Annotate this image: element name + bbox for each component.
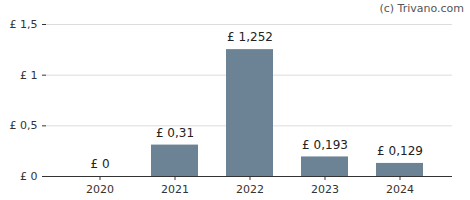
svg-text:£ 0: £ 0 [20,170,38,183]
svg-text:£ 0,193: £ 0,193 [302,138,348,152]
svg-text:2023: 2023 [311,183,339,196]
svg-text:£ 0,129: £ 0,129 [377,144,423,158]
svg-text:2021: 2021 [161,183,189,196]
svg-text:£ 0,31: £ 0,31 [156,126,194,140]
svg-text:2024: 2024 [386,183,414,196]
svg-text:2020: 2020 [86,183,114,196]
svg-text:£ 1: £ 1 [20,69,38,82]
svg-text:£ 0: £ 0 [90,157,109,171]
svg-text:£ 1,252: £ 1,252 [227,30,273,44]
svg-text:2022: 2022 [236,183,264,196]
svg-text:£ 0,5: £ 0,5 [10,119,38,132]
svg-text:£ 1,5: £ 1,5 [10,18,38,31]
html-text:(c) Trivano.com: (c) Trivano.com [379,2,464,15]
